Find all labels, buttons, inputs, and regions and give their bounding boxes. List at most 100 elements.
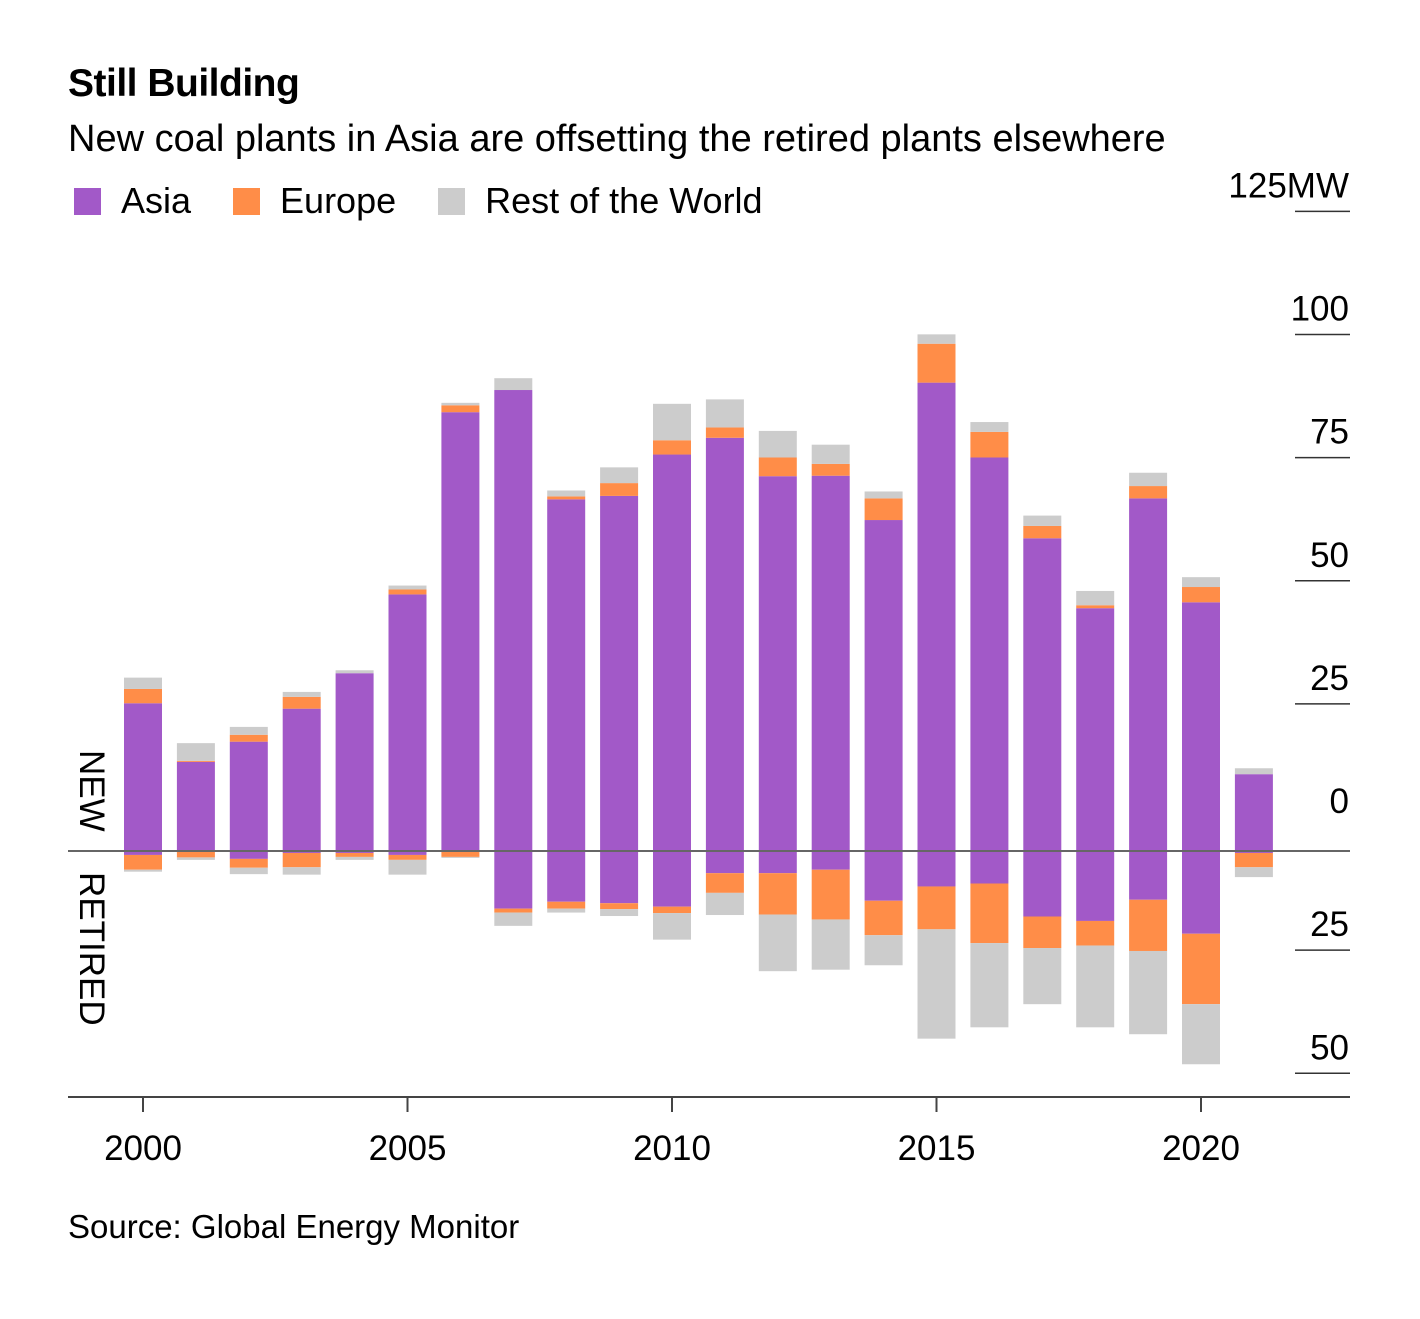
bar-retired-asia-2014	[864, 851, 903, 901]
bar-retired-asia-2016	[970, 851, 1009, 884]
bar-new-asia-2016	[970, 457, 1009, 851]
bar-new-rest-of-world-2003	[282, 691, 321, 697]
bar-new-asia-2010	[653, 454, 691, 851]
bar-new-europe-2000	[124, 688, 162, 704]
chart-title: Still Building	[68, 62, 300, 105]
bar-retired-europe-2012	[758, 873, 797, 915]
bar-new-asia-2015	[917, 382, 956, 851]
bar-retired-rest-of-world-2015	[917, 929, 956, 1039]
bar-retired-rest-of-world-2008	[547, 908, 586, 913]
bar-new-rest-of-world-2014	[864, 491, 903, 499]
legend-label-asia: Asia	[121, 180, 192, 221]
bar-new-asia-2001	[176, 761, 215, 851]
bar-new-asia-2004	[335, 673, 374, 851]
bar-new-europe-2014	[864, 498, 903, 521]
bar-new-rest-of-world-2008	[547, 490, 586, 497]
y-tick-label: 75	[1310, 413, 1349, 452]
bar-new-asia-2014	[864, 520, 903, 851]
bar-new-asia-2011	[705, 437, 744, 851]
bar-new-rest-of-world-2019	[1129, 472, 1168, 487]
bar-new-asia-2020	[1182, 602, 1220, 851]
bar-new-asia-2008	[547, 499, 586, 851]
bar-retired-europe-2018	[1076, 920, 1115, 946]
bar-retired-europe-2019	[1129, 899, 1168, 951]
bar-retired-europe-2014	[864, 900, 903, 936]
bar-new-asia-2013	[811, 475, 850, 851]
bar-retired-asia-2009	[600, 851, 639, 904]
bar-new-europe-2002	[229, 734, 268, 742]
bar-retired-asia-2020	[1182, 851, 1220, 934]
bar-new-asia-2006	[441, 412, 480, 851]
bar-retired-europe-2013	[811, 869, 850, 920]
bar-new-rest-of-world-2011	[705, 399, 744, 428]
y-tick-label: 0	[1330, 782, 1349, 821]
bar-new-europe-2019	[1129, 486, 1168, 499]
bar-new-rest-of-world-2018	[1076, 590, 1115, 606]
bar-retired-rest-of-world-2002	[229, 867, 268, 875]
bar-new-asia-2000	[124, 703, 162, 851]
y-tick-label: 25	[1310, 905, 1349, 944]
bar-retired-asia-2007	[494, 851, 533, 909]
bar-new-rest-of-world-2002	[229, 726, 268, 735]
bar-retired-europe-2007	[494, 908, 533, 913]
legend-swatch-europe	[233, 187, 261, 215]
bar-retired-asia-2017	[1023, 851, 1062, 917]
legend-label-rest-of-world: Rest of the World	[485, 180, 763, 221]
legend-label-europe: Europe	[280, 180, 397, 221]
bar-new-asia-2005	[388, 594, 427, 851]
bar-new-europe-2020	[1182, 587, 1220, 603]
bar-retired-europe-2000	[124, 854, 162, 870]
y-axis-labels: 125MW 100 75 50 25 0 25 50	[1228, 166, 1349, 1067]
x-tick-label: 2020	[1162, 1129, 1240, 1168]
bar-retired-europe-2008	[547, 901, 586, 909]
x-tick-label: 2015	[898, 1129, 976, 1168]
bar-new-asia-2007	[494, 390, 533, 851]
bar-new-asia-2018	[1076, 608, 1115, 851]
bar-new-rest-of-world-2017	[1023, 515, 1062, 526]
y-tick-label: 25	[1310, 659, 1349, 698]
bar-retired-europe-2006	[441, 851, 480, 857]
bar-new-rest-of-world-2009	[600, 467, 639, 484]
x-tick-label: 2000	[104, 1129, 182, 1168]
bar-retired-asia-2018	[1076, 851, 1115, 921]
bar-retired-asia-2010	[653, 851, 691, 907]
bar-new-rest-of-world-2004	[335, 670, 374, 674]
bar-new-asia-2017	[1023, 538, 1062, 851]
bar-new-europe-2010	[653, 440, 691, 455]
bar-retired-rest-of-world-2005	[388, 859, 427, 875]
bar-retired-europe-2021	[1234, 852, 1273, 868]
bar-retired-rest-of-world-2013	[811, 919, 850, 970]
bar-retired-rest-of-world-2010	[653, 913, 691, 940]
bar-new-europe-2017	[1023, 525, 1062, 539]
bar-retired-europe-2015	[917, 886, 956, 930]
bar-retired-europe-2016	[970, 883, 1009, 944]
bar-retired-rest-of-world-2021	[1234, 867, 1273, 878]
bar-new-europe-2005	[388, 589, 427, 595]
y-tick-label: 50	[1310, 536, 1349, 575]
bar-retired-asia-2015	[917, 851, 956, 887]
bar-new-rest-of-world-2013	[811, 444, 850, 464]
bar-retired-europe-2002	[229, 858, 268, 868]
bar-retired-rest-of-world-2017	[1023, 948, 1062, 1005]
bar-new-asia-2002	[229, 741, 268, 851]
bar-retired-europe-2003	[282, 852, 321, 868]
bar-retired-rest-of-world-2004	[335, 856, 374, 860]
bar-new-europe-2012	[758, 457, 797, 477]
bar-retired-rest-of-world-2009	[600, 909, 639, 917]
bar-retired-rest-of-world-2011	[705, 892, 744, 916]
bar-retired-asia-2000	[124, 851, 162, 855]
bar-new-europe-2011	[705, 427, 744, 438]
bar-retired-rest-of-world-2018	[1076, 945, 1115, 1028]
side-label-new: NEW	[72, 750, 111, 832]
bars	[124, 334, 1273, 1065]
bar-retired-europe-2009	[600, 903, 639, 910]
bar-new-europe-2006	[441, 405, 480, 413]
bar-new-europe-2009	[600, 483, 639, 496]
bar-new-rest-of-world-2015	[917, 334, 956, 344]
legend-item-rest-of-world: Rest of the World	[438, 180, 763, 222]
bar-retired-rest-of-world-2003	[282, 867, 321, 875]
bar-retired-europe-2005	[388, 854, 427, 860]
bar-new-rest-of-world-2001	[176, 743, 215, 761]
y-tick-label: 50	[1310, 1028, 1349, 1067]
